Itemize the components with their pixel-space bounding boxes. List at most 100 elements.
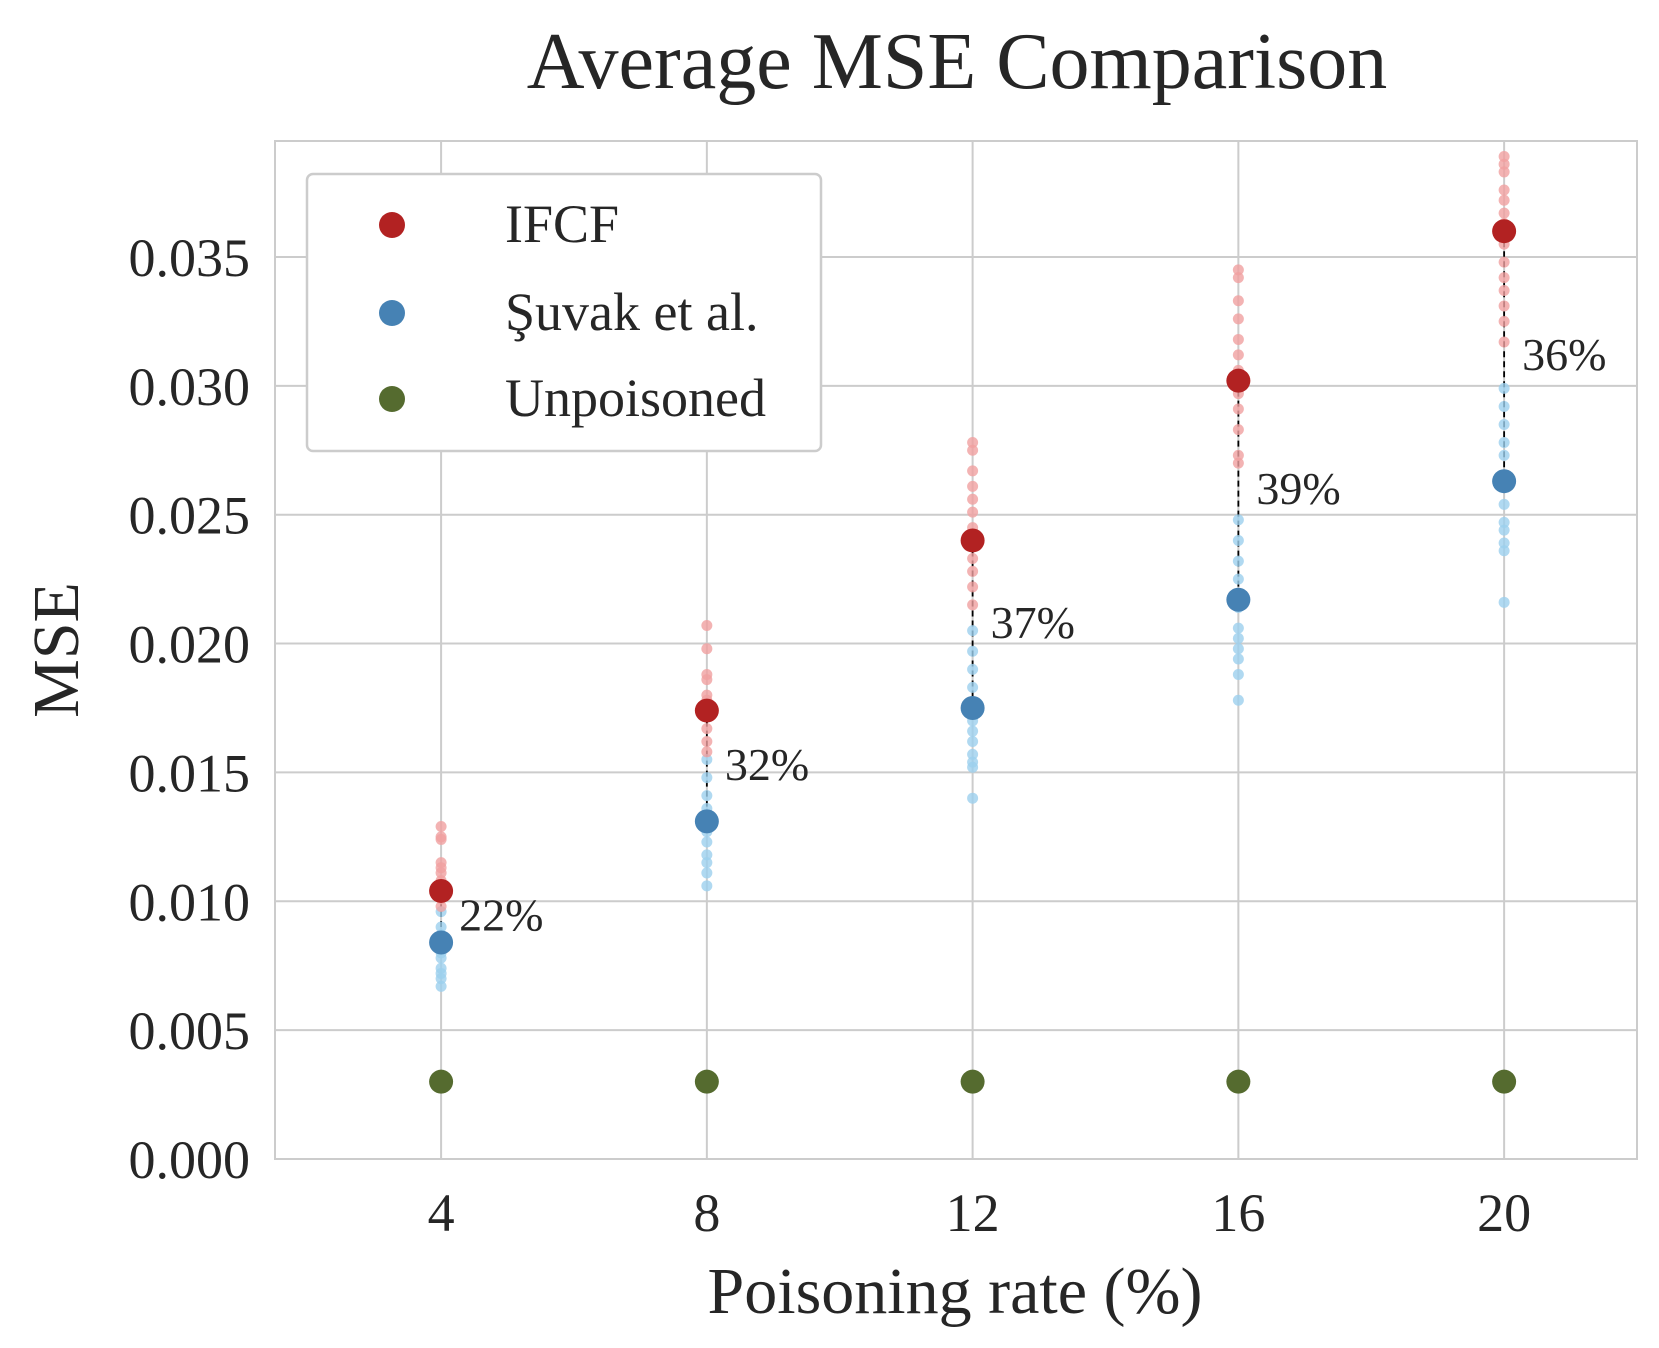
suvak-sample-point — [967, 725, 979, 737]
ifcf-mean-point — [429, 878, 454, 903]
suvak-sample-point — [1232, 622, 1244, 634]
ifcf-sample-point — [1498, 158, 1510, 170]
ifcf-sample-point — [435, 900, 447, 912]
unpoisoned-point — [429, 1069, 454, 1094]
ifcf-sample-point — [967, 506, 979, 518]
ifcf-sample-point — [1498, 194, 1510, 206]
x-tick-label: 12 — [946, 1183, 1000, 1243]
legend-marker — [379, 300, 405, 326]
ifcf-sample-point — [1232, 333, 1244, 345]
x-tick-label: 4 — [428, 1183, 455, 1243]
x-axis-label: Poisoning rate (%) — [708, 1255, 1203, 1328]
y-axis-ticks: 0.000 0.005 0.010 0.015 0.020 0.025 0.030 0.035 — [129, 228, 251, 1190]
y-axis-label: MSE — [20, 582, 93, 718]
ifcf-sample-point — [435, 867, 447, 879]
x-tick-label: 16 — [1211, 1183, 1265, 1243]
suvak-sample-point — [701, 867, 713, 879]
suvak-sample-point — [1232, 653, 1244, 665]
ifcf-sample-point — [1232, 449, 1244, 461]
ifcf-sample-point — [1498, 256, 1510, 268]
x-tick-label: 20 — [1477, 1183, 1531, 1243]
ifcf-sample-point — [1498, 336, 1510, 348]
ifcf-mean-point — [694, 698, 719, 723]
suvak-sample-point — [1498, 498, 1510, 510]
ifcf-sample-point — [435, 821, 447, 833]
suvak-sample-point — [967, 748, 979, 760]
y-tick-label: 0.000 — [129, 1130, 251, 1190]
suvak-mean-point — [429, 930, 454, 955]
suvak-sample-point — [967, 645, 979, 657]
y-tick-label: 0.020 — [129, 615, 251, 675]
ifcf-sample-point — [1232, 403, 1244, 415]
suvak-sample-point — [1232, 514, 1244, 526]
unpoisoned-point — [960, 1069, 985, 1094]
ifcf-sample-point — [967, 553, 979, 565]
suvak-sample-point — [1232, 555, 1244, 567]
ifcf-sample-point — [1232, 313, 1244, 325]
suvak-sample-point — [701, 880, 713, 892]
suvak-sample-point — [1498, 524, 1510, 536]
suvak-mean-point — [960, 695, 985, 720]
ifcf-sample-point — [967, 444, 979, 456]
ifcf-sample-point — [1232, 295, 1244, 307]
suvak-mean-point — [1226, 587, 1251, 612]
y-tick-label: 0.015 — [129, 743, 251, 803]
ifcf-sample-point — [1498, 272, 1510, 284]
ifcf-sample-point — [701, 643, 713, 655]
suvak-mean-point — [694, 809, 719, 834]
ifcf-sample-point — [701, 723, 713, 735]
ifcf-sample-point — [1498, 315, 1510, 327]
ifcf-sample-point — [1232, 457, 1244, 469]
ifcf-mean-point — [960, 528, 985, 553]
y-tick-label: 0.030 — [129, 357, 251, 417]
ifcf-sample-point — [701, 620, 713, 632]
ifcf-sample-point — [967, 565, 979, 577]
suvak-sample-point — [1498, 449, 1510, 461]
suvak-sample-point — [1232, 573, 1244, 585]
ifcf-sample-point — [1232, 349, 1244, 361]
improvement-label: 37% — [991, 597, 1075, 648]
suvak-mean-point — [1492, 469, 1517, 494]
ifcf-sample-point — [701, 735, 713, 747]
legend-marker — [379, 386, 405, 412]
improvement-label: 32% — [725, 739, 809, 790]
ifcf-sample-point — [1498, 300, 1510, 312]
suvak-sample-point — [1232, 643, 1244, 655]
ifcf-sample-point — [1232, 264, 1244, 276]
y-tick-label: 0.005 — [129, 1001, 251, 1061]
suvak-sample-point — [435, 952, 447, 964]
ifcf-sample-point — [1498, 207, 1510, 219]
suvak-sample-point — [1232, 694, 1244, 706]
ifcf-sample-point — [701, 674, 713, 686]
ifcf-sample-point — [1498, 184, 1510, 196]
legend-box — [305, 172, 823, 453]
y-tick-label: 0.025 — [129, 486, 251, 546]
legend-label: Şuvak et al. — [505, 282, 758, 342]
unpoisoned-point — [1492, 1069, 1517, 1094]
unpoisoned-point — [1226, 1069, 1251, 1094]
suvak-sample-point — [967, 625, 979, 637]
x-tick-label: 8 — [693, 1183, 720, 1243]
suvak-sample-point — [435, 921, 447, 933]
suvak-sample-point — [967, 735, 979, 747]
chart-title: Average MSE Comparison — [527, 18, 1388, 106]
legend-label: Unpoisoned — [505, 368, 766, 428]
y-tick-label: 0.035 — [129, 228, 251, 288]
suvak-sample-point — [701, 754, 713, 766]
ifcf-mean-point — [1226, 368, 1251, 393]
ifcf-sample-point — [967, 465, 979, 477]
suvak-sample-point — [1498, 400, 1510, 412]
suvak-sample-point — [967, 761, 979, 773]
suvak-sample-point — [1232, 632, 1244, 644]
suvak-sample-point — [701, 790, 713, 802]
suvak-sample-point — [1498, 382, 1510, 394]
suvak-sample-point — [1232, 668, 1244, 680]
suvak-sample-point — [435, 980, 447, 992]
suvak-sample-point — [1498, 545, 1510, 557]
improvement-label: 22% — [459, 890, 543, 941]
suvak-sample-point — [1498, 437, 1510, 449]
improvement-label: 39% — [1256, 463, 1340, 514]
suvak-sample-point — [1232, 534, 1244, 546]
suvak-sample-point — [701, 849, 713, 861]
